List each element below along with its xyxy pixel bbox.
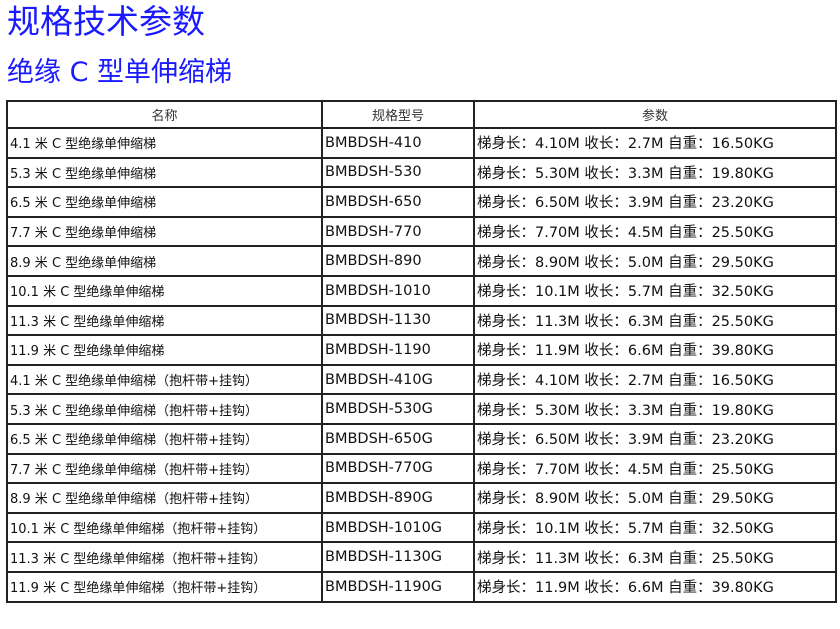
model-cell: BMBDSH-1010G [321,511,475,544]
model-cell: BMBDSH-530G [321,393,475,425]
table-row: 10.1 米 C 型绝缘单伸缩梯 BMBDSH-1010 梯身长：10.1M 收长：… [6,274,837,307]
table-row: 6.5 米 C 型绝缘单伸缩梯 BMBDSH-650 梯身长：6.50M 收长：3.… [6,186,837,218]
name-cell: 10.1 米 C 型绝缘单伸缩梯 [6,274,323,307]
header-params: 参数 [473,100,837,129]
name-cell: 6.5 米 C 型绝缘单伸缩梯 [6,186,323,218]
params-cell: 梯身长：7.70M 收长：4.5M 自重：25.50KG [473,215,837,248]
table-row: 7.7 米 C 型绝缘单伸缩梯 BMBDSH-770 梯身长：7.70M 收长：4.… [6,215,837,248]
table-row: 4.1 米 C 型绝缘单伸缩梯（抱杆带+挂钩） BMBDSH-410G 梯身长：4.… [6,363,837,396]
name-cell: 11.3 米 C 型绝缘单伸缩梯（抱杆带+挂钩） [6,541,323,573]
table-row: 8.9 米 C 型绝缘单伸缩梯（抱杆带+挂钩） BMBDSH-890G 梯身长：8.… [6,482,837,514]
model-cell: BMBDSH-1190G [321,570,475,603]
spec-table: 名称 规格型号 参数 4.1 米 C 型绝缘单伸缩梯 BMBDSH-410 梯身长：… [6,100,837,603]
name-cell: 11.3 米 C 型绝缘单伸缩梯 [6,304,323,337]
model-cell: BMBDSH-410G [321,363,475,396]
params-cell: 梯身长：8.90M 收长：5.0M 自重：29.50KG [473,482,837,514]
name-cell: 5.3 米 C 型绝缘单伸缩梯（抱杆带+挂钩） [6,393,323,425]
params-cell: 梯身长：6.50M 收长：3.9M 自重：23.20KG [473,422,837,455]
header-name: 名称 [6,100,323,129]
model-cell: BMBDSH-1190 [321,334,475,366]
name-cell: 4.1 米 C 型绝缘单伸缩梯（抱杆带+挂钩） [6,363,323,396]
model-cell: BMBDSH-770G [321,452,475,485]
params-cell: 梯身长：7.70M 收长：4.5M 自重：25.50KG [473,452,837,485]
table-row: 11.3 米 C 型绝缘单伸缩梯（抱杆带+挂钩） BMBDSH-1130G 梯身长：… [6,541,837,573]
model-cell: BMBDSH-410 [321,127,475,159]
name-cell: 6.5 米 C 型绝缘单伸缩梯（抱杆带+挂钩） [6,422,323,455]
table-row: 4.1 米 C 型绝缘单伸缩梯 BMBDSH-410 梯身长：4.10M 收长：2.… [6,127,837,159]
table-row: 11.9 米 C 型绝缘单伸缩梯（抱杆带+挂钩） BMBDSH-1190G 梯身长：… [6,570,837,603]
name-cell: 8.9 米 C 型绝缘单伸缩梯（抱杆带+挂钩） [6,482,323,514]
table-row: 11.3 米 C 型绝缘单伸缩梯 BMBDSH-1130 梯身长：11.3M 收长：… [6,304,837,337]
params-cell: 梯身长：4.10M 收长：2.7M 自重：16.50KG [473,127,837,159]
params-cell: 梯身长：11.3M 收长：6.3M 自重：25.50KG [473,541,837,573]
model-cell: BMBDSH-530 [321,156,475,189]
table-row: 5.3 米 C 型绝缘单伸缩梯（抱杆带+挂钩） BMBDSH-530G 梯身长：5.… [6,393,837,425]
table-row: 8.9 米 C 型绝缘单伸缩梯 BMBDSH-890 梯身长：8.90M 收长：5.… [6,245,837,277]
model-cell: BMBDSH-650G [321,422,475,455]
model-cell: BMBDSH-650 [321,186,475,218]
section-title: 绝缘 C 型单伸缩梯 [7,57,233,88]
params-cell: 梯身长：4.10M 收长：2.7M 自重：16.50KG [473,363,837,396]
name-cell: 11.9 米 C 型绝缘单伸缩梯（抱杆带+挂钩） [6,570,323,603]
params-cell: 梯身长：8.90M 收长：5.0M 自重：29.50KG [473,245,837,277]
table-row: 7.7 米 C 型绝缘单伸缩梯（抱杆带+挂钩） BMBDSH-770G 梯身长：7.… [6,452,837,485]
params-cell: 梯身长：11.9M 收长：6.6M 自重：39.80KG [473,334,837,366]
name-cell: 10.1 米 C 型绝缘单伸缩梯（抱杆带+挂钩） [6,511,323,544]
table-row: 6.5 米 C 型绝缘单伸缩梯（抱杆带+挂钩） BMBDSH-650G 梯身长：6.… [6,422,837,455]
table-header-row: 名称 规格型号 参数 [6,100,837,129]
params-cell: 梯身长：5.30M 收长：3.3M 自重：19.80KG [473,393,837,425]
params-cell: 梯身长：5.30M 收长：3.3M 自重：19.80KG [473,156,837,189]
params-cell: 梯身长：10.1M 收长：5.7M 自重：32.50KG [473,274,837,307]
params-cell: 梯身长：11.3M 收长：6.3M 自重：25.50KG [473,304,837,337]
name-cell: 7.7 米 C 型绝缘单伸缩梯（抱杆带+挂钩） [6,452,323,485]
model-cell: BMBDSH-770 [321,215,475,248]
model-cell: BMBDSH-1130 [321,304,475,337]
params-cell: 梯身长：6.50M 收长：3.9M 自重：23.20KG [473,186,837,218]
name-cell: 5.3 米 C 型绝缘单伸缩梯 [6,156,323,189]
name-cell: 4.1 米 C 型绝缘单伸缩梯 [6,127,323,159]
params-cell: 梯身长：11.9M 收长：6.6M 自重：39.80KG [473,570,837,603]
page-title: 规格技术参数 [7,2,205,41]
model-cell: BMBDSH-890 [321,245,475,277]
table-row: 11.9 米 C 型绝缘单伸缩梯 BMBDSH-1190 梯身长：11.9M 收长：… [6,334,837,366]
model-cell: BMBDSH-1010 [321,274,475,307]
model-cell: BMBDSH-890G [321,482,475,514]
table-row: 5.3 米 C 型绝缘单伸缩梯 BMBDSH-530 梯身长：5.30M 收长：3.… [6,156,837,189]
table-row: 10.1 米 C 型绝缘单伸缩梯（抱杆带+挂钩） BMBDSH-1010G 梯身长：… [6,511,837,544]
name-cell: 8.9 米 C 型绝缘单伸缩梯 [6,245,323,277]
model-cell: BMBDSH-1130G [321,541,475,573]
header-model: 规格型号 [321,100,475,129]
name-cell: 11.9 米 C 型绝缘单伸缩梯 [6,334,323,366]
name-cell: 7.7 米 C 型绝缘单伸缩梯 [6,215,323,248]
params-cell: 梯身长：10.1M 收长：5.7M 自重：32.50KG [473,511,837,544]
